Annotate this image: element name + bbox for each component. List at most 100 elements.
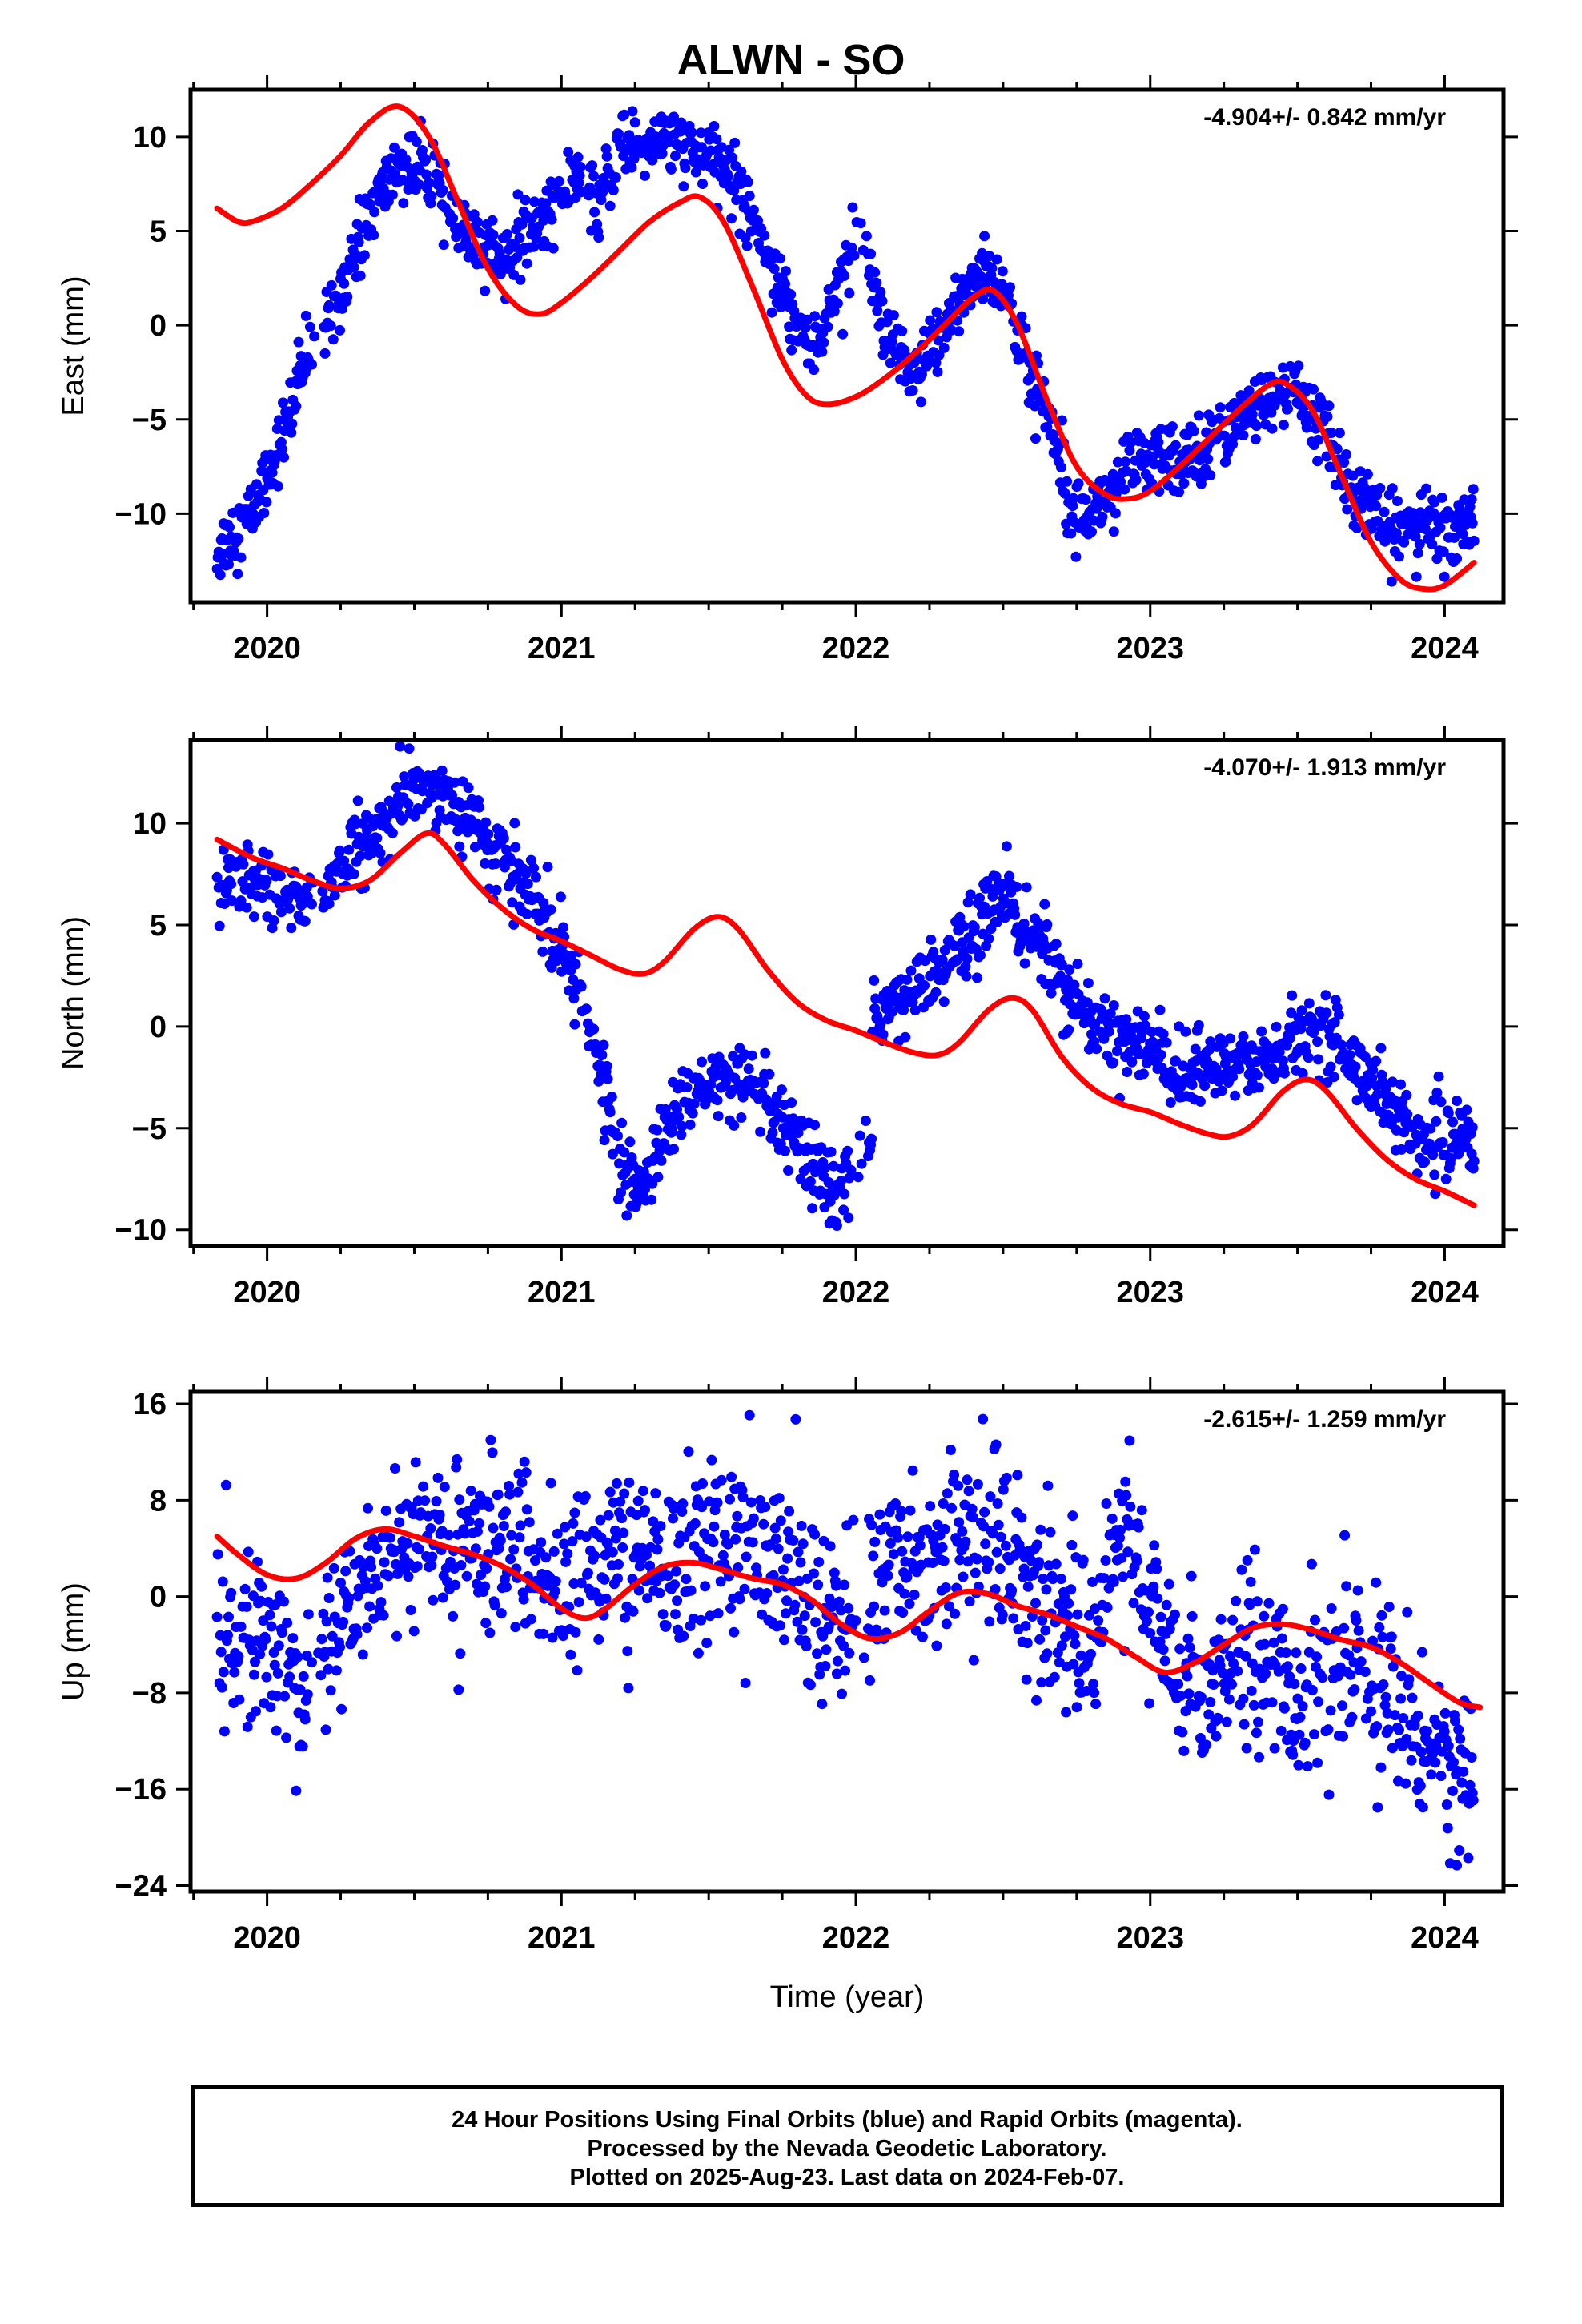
up-data-point — [1306, 1558, 1317, 1570]
east-data-point — [1399, 537, 1410, 548]
up-data-point — [580, 1491, 591, 1502]
up-data-point — [632, 1495, 644, 1506]
north-data-point — [598, 1039, 609, 1051]
north-data-point — [856, 1158, 867, 1169]
up-data-point — [378, 1610, 389, 1621]
up-data-point — [705, 1610, 716, 1622]
north-data-point — [713, 1111, 724, 1122]
up-data-point — [1383, 1724, 1394, 1735]
north-data-point — [614, 1158, 624, 1169]
up-data-point — [1374, 1622, 1385, 1633]
north-data-point — [1195, 1096, 1206, 1107]
east-data-point — [774, 253, 785, 264]
east-data-point — [587, 160, 598, 171]
north-data-point — [631, 1198, 642, 1208]
north-data-point — [1367, 1072, 1378, 1084]
east-data-point — [276, 444, 287, 455]
east-data-point — [1205, 470, 1216, 480]
up-data-point — [939, 1523, 950, 1534]
north-data-point — [1447, 1116, 1458, 1128]
up-data-point — [1389, 1710, 1400, 1721]
north-data-point — [520, 868, 532, 879]
up-data-point — [1267, 1697, 1278, 1708]
up-data-point — [979, 1506, 990, 1518]
east-x-tick-label: 2023 — [1116, 632, 1184, 665]
up-data-point — [719, 1529, 730, 1540]
east-data-point — [1197, 472, 1207, 484]
east-data-point — [690, 167, 701, 178]
up-data-point — [219, 1726, 230, 1737]
up-data-point — [840, 1665, 851, 1676]
east-data-point — [656, 148, 668, 159]
east-data-point — [601, 151, 612, 162]
up-data-point — [384, 1532, 396, 1543]
up-data-point — [1293, 1759, 1304, 1771]
up-data-point — [474, 1518, 484, 1529]
up-data-point — [223, 1611, 234, 1622]
up-data-point — [241, 1601, 252, 1612]
up-data-point — [654, 1587, 665, 1598]
north-data-point — [1443, 1108, 1454, 1119]
east-x-tick-label: 2021 — [528, 632, 596, 665]
up-data-point — [733, 1562, 744, 1573]
up-data-point — [351, 1629, 363, 1640]
east-data-point — [629, 117, 640, 128]
east-data-point — [697, 142, 707, 153]
north-data-point — [1105, 1008, 1116, 1019]
north-data-point — [901, 974, 913, 985]
east-data-point — [411, 136, 422, 147]
up-data-point — [983, 1557, 994, 1568]
up-data-point — [941, 1618, 952, 1630]
east-data-point — [1170, 440, 1181, 451]
up-data-point — [1326, 1603, 1337, 1614]
up-data-point — [450, 1579, 461, 1590]
east-data-point — [613, 128, 624, 139]
east-data-point — [353, 237, 364, 247]
up-data-point — [1452, 1860, 1463, 1871]
east-data-point — [1120, 456, 1131, 468]
north-data-point — [1193, 1019, 1204, 1031]
north-data-point — [1461, 1104, 1472, 1116]
up-data-point — [1227, 1614, 1239, 1626]
north-data-point — [1372, 1088, 1383, 1100]
up-x-tick-label: 2021 — [528, 1921, 596, 1955]
north-data-point — [780, 1145, 790, 1156]
north-data-point — [491, 884, 502, 895]
east-data-point — [1119, 484, 1130, 495]
up-data-point — [833, 1596, 845, 1607]
east-data-point — [448, 213, 459, 223]
north-data-point — [1107, 1057, 1118, 1068]
up-data-point — [1302, 1761, 1313, 1772]
up-data-point — [879, 1605, 890, 1616]
up-data-point — [650, 1488, 661, 1499]
up-data-point — [909, 1589, 920, 1600]
up-data-point — [1339, 1530, 1351, 1541]
north-data-point — [248, 911, 259, 923]
up-data-point — [212, 1549, 223, 1560]
north-data-point — [909, 1005, 921, 1015]
up-data-point — [1307, 1685, 1318, 1695]
north-data-point — [1375, 1043, 1387, 1054]
up-data-point — [953, 1480, 964, 1491]
up-data-point — [1310, 1614, 1320, 1626]
up-y-tick-label: 0 — [150, 1581, 167, 1614]
up-data-point — [1402, 1606, 1413, 1618]
up-data-point — [452, 1454, 463, 1465]
north-data-point — [652, 1124, 663, 1136]
up-data-point — [1020, 1621, 1031, 1631]
up-data-point — [1182, 1671, 1193, 1682]
up-data-point — [1249, 1544, 1260, 1555]
east-data-point — [1166, 421, 1178, 432]
east-data-point — [780, 279, 790, 289]
north-data-point — [350, 818, 361, 830]
north-data-point — [1082, 997, 1093, 1008]
east-data-point — [759, 230, 770, 241]
east-data-point — [729, 137, 741, 148]
up-data-point — [464, 1516, 475, 1527]
north-data-point — [286, 923, 297, 934]
north-data-point — [521, 908, 532, 919]
up-data-point — [616, 1513, 628, 1524]
up-data-point — [1136, 1505, 1147, 1516]
north-data-point — [764, 1068, 775, 1080]
east-data-point — [915, 396, 926, 408]
